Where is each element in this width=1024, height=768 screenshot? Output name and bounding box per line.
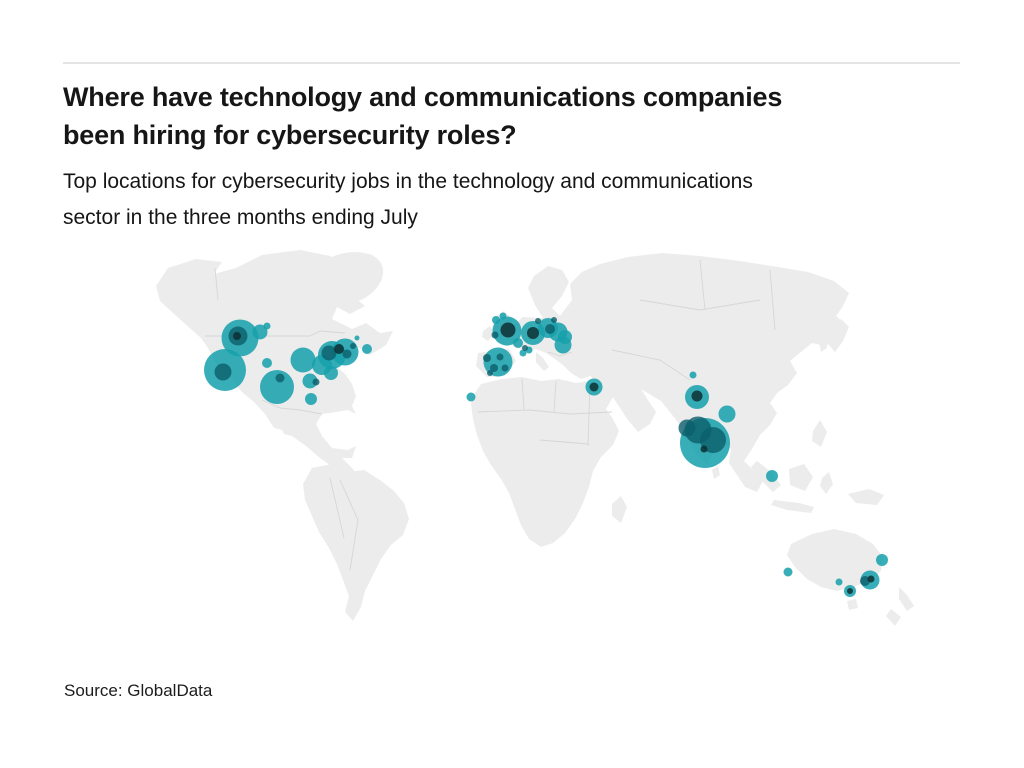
island-borneo [789,464,813,491]
chart-header: Where have technology and communications… [63,78,963,236]
map-bubble[interactable] [334,344,344,354]
map-bubble[interactable] [262,358,272,368]
map-bubble[interactable] [554,336,572,354]
map-bubble[interactable] [535,318,541,324]
map-bubble[interactable] [551,317,557,323]
country-borders [205,259,776,571]
map-bubble[interactable] [362,344,372,354]
map-bubble[interactable] [718,405,736,423]
chart-title-line2: been hiring for cybersecurity roles? [63,120,517,150]
map-bubble[interactable] [689,371,697,379]
header-divider [63,62,960,64]
map-bubble[interactable] [700,427,726,453]
map-bubble[interactable] [252,324,268,340]
island-ireland [482,326,494,341]
island-madagascar [612,496,627,523]
map-bubble[interactable] [522,345,528,351]
map-bubble[interactable] [501,364,509,372]
map-bubble[interactable] [867,575,875,583]
island-sri-lanka [712,466,720,479]
region-korea [819,338,827,352]
island-new-guinea [848,489,884,505]
map-bubble[interactable] [527,327,539,339]
map-bubble[interactable] [342,349,352,359]
island-sumatra [751,461,781,492]
island-new-zealand-south [886,609,901,626]
chart-subtitle-line1: Top locations for cybersecurity jobs in … [63,170,753,193]
chart-title: Where have technology and communications… [63,78,963,154]
island-philippines [812,420,827,447]
map-bubble[interactable] [214,363,232,381]
map-bubble[interactable] [263,322,271,330]
map-bubble[interactable] [321,345,337,361]
map-bubble[interactable] [302,373,318,389]
island-japan [828,319,849,352]
map-bubble[interactable] [305,393,317,405]
region-italy [536,352,549,371]
map-bubble[interactable] [354,335,360,341]
bubble-layer [204,312,888,597]
map-bubble[interactable] [490,364,498,372]
map-bubble[interactable] [847,588,853,594]
map-bubble[interactable] [492,316,500,324]
continent-africa [471,377,619,547]
map-bubble[interactable] [513,338,523,348]
map-bubble[interactable] [290,347,316,373]
map-bubble[interactable] [491,331,499,339]
map-bubble[interactable] [260,370,294,404]
map-bubble[interactable] [589,382,599,392]
map-bubble[interactable] [499,312,507,320]
map-bubble[interactable] [766,470,778,482]
map-bubble[interactable] [500,322,516,338]
island-java [771,500,814,513]
island-sulawesi [820,472,833,494]
source-note: Source: GlobalData [64,681,213,700]
map-bubble[interactable] [783,567,793,577]
map-bubble[interactable] [519,349,527,357]
island-new-zealand-north [899,587,914,611]
map-bubble[interactable] [350,343,356,349]
chart-subtitle: Top locations for cybersecurity jobs in … [63,164,963,236]
continent-south-america [303,464,409,621]
map-bubble[interactable] [324,366,338,380]
map-bubble[interactable] [466,392,476,402]
map-bubble[interactable] [860,576,870,586]
continent-eurasia [511,253,849,492]
map-bubble[interactable] [835,578,843,586]
island-greenland [328,251,384,303]
continent-australia [787,529,883,591]
chart-title-line1: Where have technology and communications… [63,82,783,112]
map-bubble[interactable] [876,554,888,566]
map-bubble[interactable] [496,353,504,361]
map-bubble[interactable] [487,370,493,376]
island-tasmania [847,599,858,610]
map-bubble[interactable] [483,354,491,362]
map-bubble[interactable] [312,378,320,386]
continent-north-america [156,250,393,487]
map-bubble[interactable] [233,332,241,340]
map-land-layer [156,250,914,626]
map-bubble[interactable] [700,445,708,453]
map-bubble[interactable] [275,373,285,383]
chart-subtitle-line2: sector in the three months ending July [63,206,418,229]
map-bubble[interactable] [678,419,696,437]
map-bubble[interactable] [545,324,555,334]
map-bubble[interactable] [691,390,703,402]
